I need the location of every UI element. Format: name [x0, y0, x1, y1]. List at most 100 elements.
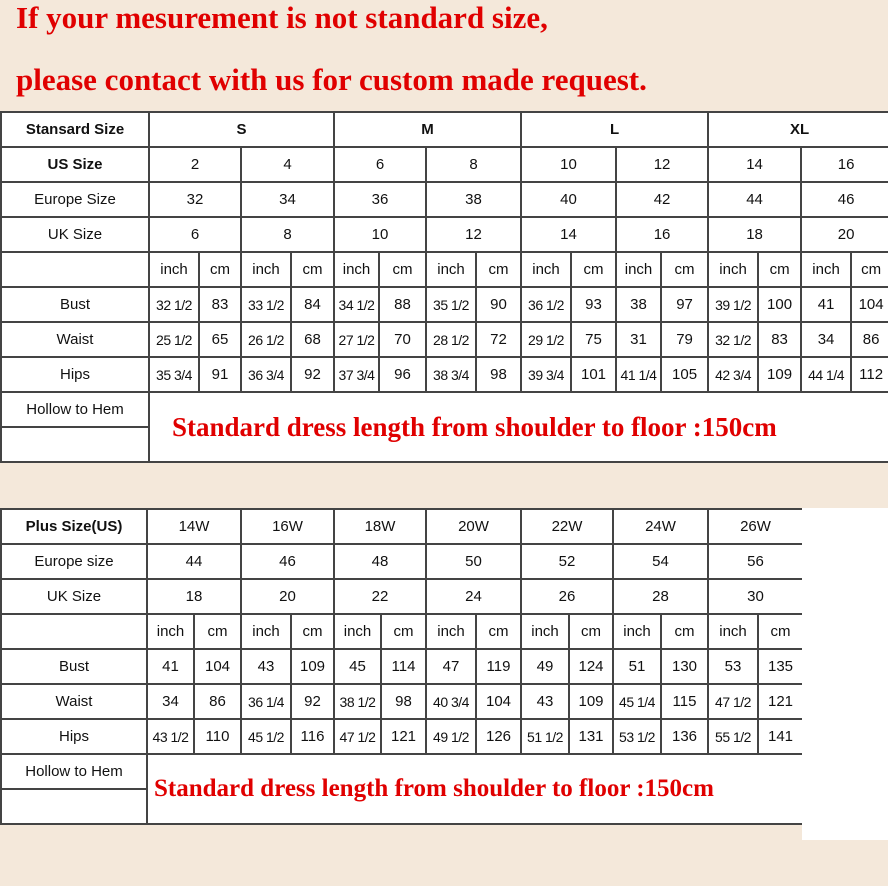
europe-size-value: 50: [425, 543, 522, 580]
bust-cm: 100: [757, 286, 803, 323]
europe-size-value: 44: [707, 181, 803, 218]
europe-size-value: 54: [612, 543, 709, 580]
bust-inch: 38: [615, 286, 663, 323]
hips-inch: 43 1/2: [146, 718, 195, 755]
uk-size-value: 14: [520, 216, 618, 253]
uk-size-value: 6: [148, 216, 242, 253]
hips-label: Hips: [0, 356, 150, 393]
unit-inch: inch: [612, 613, 662, 650]
unit-cm: cm: [475, 613, 522, 650]
uk-size-row: UK Size 6 8 10 12 14 16 18 20: [0, 216, 888, 253]
uk-size-value: 24: [425, 578, 522, 615]
bust-cm: 124: [568, 648, 614, 685]
hips-cm: 96: [378, 356, 428, 393]
hollow-blank-cell: [0, 426, 150, 463]
bust-inch: 45: [333, 648, 382, 685]
hips-inch: 53 1/2: [612, 718, 662, 755]
bust-inch: 49: [520, 648, 570, 685]
size-group-s: S: [147, 111, 336, 148]
europe-size-value: 44: [146, 543, 242, 580]
hips-cm: 92: [289, 356, 336, 393]
waist-inch: 34: [146, 683, 195, 720]
bust-cm: 97: [660, 286, 710, 323]
us-size-value: 14: [707, 146, 803, 183]
hips-inch: 39 3/4: [520, 356, 573, 393]
europe-size-value: 34: [239, 181, 336, 218]
hips-inch: 36 3/4: [240, 356, 292, 393]
unit-cm: cm: [660, 251, 710, 288]
hips-cm: 141: [757, 718, 804, 755]
waist-inch: 29 1/2: [520, 321, 573, 358]
hips-cm: 101: [570, 356, 618, 393]
hollow-to-hem-label: Hollow to Hem: [0, 753, 148, 790]
waist-inch: 31: [615, 321, 663, 358]
unit-cm: cm: [289, 251, 336, 288]
uk-size-row: UK Size 18 20 22 24 26 28 30: [0, 578, 804, 615]
europe-size-value: 36: [333, 181, 428, 218]
unit-cm: cm: [198, 251, 242, 288]
waist-label: Waist: [0, 683, 148, 720]
bust-cm: 104: [850, 286, 888, 323]
us-size-label: US Size: [0, 146, 150, 183]
waist-row: Waist 34 86 36 1/4 92 38 1/2 98 40 3/4 104 43 109 4…: [0, 683, 804, 720]
hips-inch: 38 3/4: [425, 356, 478, 393]
plus-chart-blank-area: [802, 508, 888, 840]
plus-size-label: Plus Size(US): [0, 508, 148, 545]
waist-cm: 86: [850, 321, 888, 358]
europe-size-row: Europe size 44 46 48 50 52 54 56: [0, 543, 804, 580]
europe-size-value: 32: [148, 181, 242, 218]
bust-cm: 93: [570, 286, 618, 323]
europe-size-value: 38: [425, 181, 523, 218]
hollow-row-blank: [0, 788, 803, 825]
europe-size-value: 40: [520, 181, 618, 218]
uk-size-value: 20: [240, 578, 335, 615]
uk-size-label: UK Size: [0, 216, 150, 253]
waist-inch: 25 1/2: [148, 321, 200, 358]
bust-inch: 35 1/2: [425, 286, 478, 323]
bust-cm: 83: [198, 286, 242, 323]
hips-label: Hips: [0, 718, 148, 755]
europe-size-value: 46: [240, 543, 335, 580]
uk-size-value: 16: [615, 216, 710, 253]
uk-size-value: 10: [333, 216, 428, 253]
unit-inch: inch: [240, 251, 292, 288]
hips-cm: 109: [757, 356, 803, 393]
standard-size-label: Stansard Size: [0, 111, 150, 148]
waist-cm: 65: [198, 321, 242, 358]
plus-size-chart: Plus Size(US) 14W 16W 18W 20W 22W 24W 26W Europe…: [0, 508, 804, 825]
waist-label: Waist: [0, 321, 150, 358]
uk-size-value: 18: [707, 216, 803, 253]
waist-cm: 72: [475, 321, 523, 358]
us-size-value: 12: [615, 146, 710, 183]
europe-size-row: Europe Size 32 34 36 38 40 42 44 46: [0, 181, 888, 218]
waist-row: Waist 25 1/2 65 26 1/2 68 27 1/2 70 28 1/2 72 29 …: [0, 321, 888, 358]
hollow-row: Hollow to Hem Standard dress length from …: [0, 391, 888, 463]
dress-length-note: Standard dress length from shoulder to f…: [147, 391, 888, 463]
size-group-l: L: [520, 111, 710, 148]
hips-cm: 121: [380, 718, 427, 755]
us-size-row: US Size 2 4 6 8 10 12 14 16: [0, 146, 888, 183]
unit-cm: cm: [757, 613, 804, 650]
europe-size-value: 42: [615, 181, 710, 218]
uk-size-value: 26: [520, 578, 614, 615]
unit-inch: inch: [240, 613, 292, 650]
hips-inch: 42 3/4: [707, 356, 760, 393]
hips-inch: 37 3/4: [333, 356, 381, 393]
plus-size-value: 22W: [520, 508, 614, 545]
us-size-value: 10: [520, 146, 618, 183]
hips-cm: 105: [660, 356, 710, 393]
unit-row: inch cm inch cm inch cm inch cm inch cm inch cm inch…: [0, 251, 888, 288]
hips-inch: 51 1/2: [520, 718, 570, 755]
hips-inch: 41 1/4: [615, 356, 663, 393]
hips-cm: 91: [198, 356, 242, 393]
europe-size-value: 56: [707, 543, 804, 580]
unit-cm: cm: [193, 613, 242, 650]
bust-inch: 34 1/2: [333, 286, 381, 323]
hips-inch: 44 1/4: [800, 356, 853, 393]
standard-size-chart: Stansard Size S M L XL US Size 2 4 6 8 10 12 14 16 Eur…: [0, 111, 888, 463]
hollow-to-hem-label: Hollow to Hem: [0, 391, 150, 428]
waist-cm: 70: [378, 321, 428, 358]
bust-cm: 130: [660, 648, 709, 685]
unit-inch: inch: [707, 251, 760, 288]
bust-cm: 119: [475, 648, 522, 685]
